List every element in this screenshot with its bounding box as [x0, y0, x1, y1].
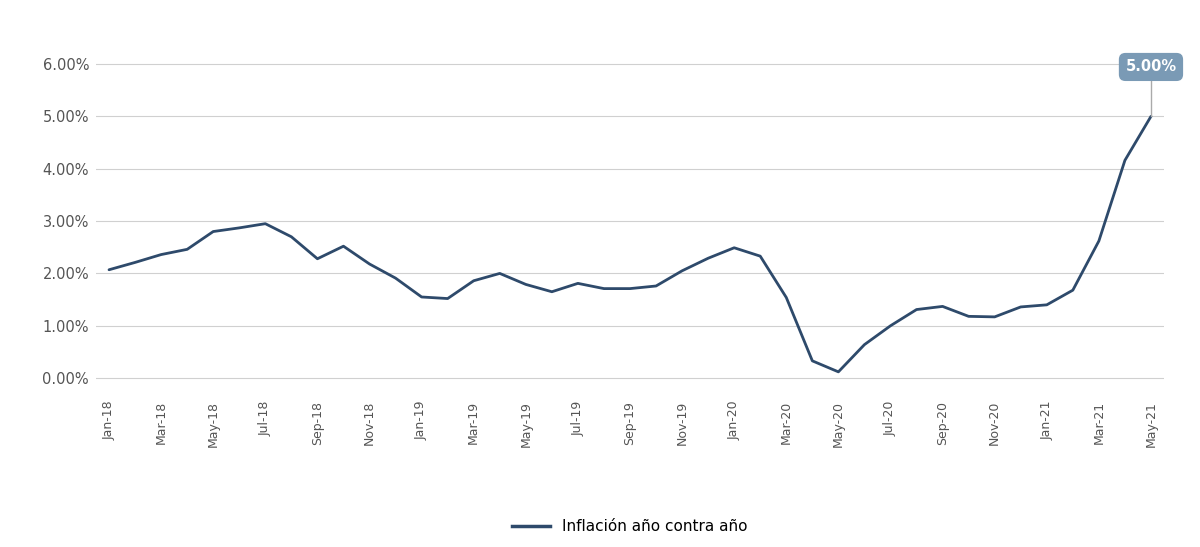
Text: 5.00%: 5.00%	[1126, 60, 1176, 74]
Legend: Inflación año contra año: Inflación año contra año	[506, 513, 754, 540]
